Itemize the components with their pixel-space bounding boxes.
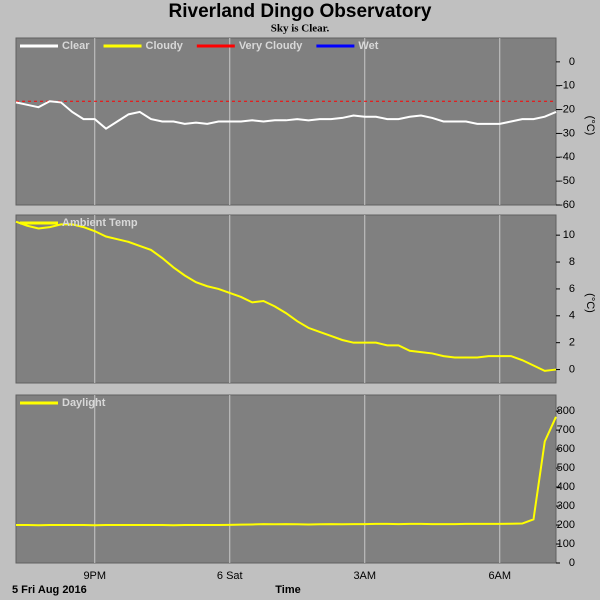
- legend-label: Cloudy: [146, 40, 184, 52]
- y-tick-label: 300: [557, 500, 575, 512]
- plot-area: [15, 214, 557, 384]
- y-tick-label: 100: [557, 538, 575, 550]
- y-axis-label: (°C): [584, 293, 596, 313]
- x-axis-label: Time: [275, 584, 300, 596]
- y-tick-label: 6: [569, 283, 575, 295]
- data-line: [16, 416, 557, 527]
- y-tick-label: 2: [569, 337, 575, 349]
- y-tick-label: -10: [559, 80, 575, 92]
- plot-area: [15, 394, 557, 564]
- y-tick-label: 700: [557, 424, 575, 436]
- y-tick-label: 0: [569, 557, 575, 569]
- x-tick-label: 6AM: [488, 570, 511, 582]
- y-tick-label: 400: [557, 481, 575, 493]
- y-tick-label: 200: [557, 519, 575, 531]
- y-axis-label: (°C): [584, 116, 596, 136]
- legend-label: Clear: [62, 40, 90, 52]
- date-label: 5 Fri Aug 2016: [12, 584, 87, 596]
- y-tick-label: 600: [557, 443, 575, 455]
- legend-label: Very Cloudy: [239, 40, 303, 52]
- y-tick-label: 10: [563, 229, 575, 241]
- y-tick-label: -30: [559, 127, 575, 139]
- y-tick-label: -60: [559, 199, 575, 211]
- y-tick-label: 800: [557, 405, 575, 417]
- data-line: [15, 220, 557, 372]
- legend-label: Wet: [358, 40, 378, 52]
- y-tick-label: 8: [569, 256, 575, 268]
- legend-label: Ambient Temp: [62, 217, 138, 229]
- data-line: [15, 100, 557, 130]
- x-tick-label: 9PM: [83, 570, 106, 582]
- y-tick-label: -50: [559, 175, 575, 187]
- x-tick-label: 3AM: [353, 570, 376, 582]
- y-tick-label: 4: [569, 310, 575, 322]
- chart-subtitle: Sky is Clear.: [271, 23, 330, 35]
- y-tick-label: 500: [557, 462, 575, 474]
- y-tick-label: 0: [569, 56, 575, 68]
- x-tick-label: 6 Sat: [217, 570, 243, 582]
- chart-title: Riverland Dingo Observatory: [169, 1, 432, 22]
- y-tick-label: 0: [569, 363, 575, 375]
- legend-label: Daylight: [62, 397, 106, 409]
- y-tick-label: -20: [559, 103, 575, 115]
- y-tick-label: -40: [559, 151, 575, 163]
